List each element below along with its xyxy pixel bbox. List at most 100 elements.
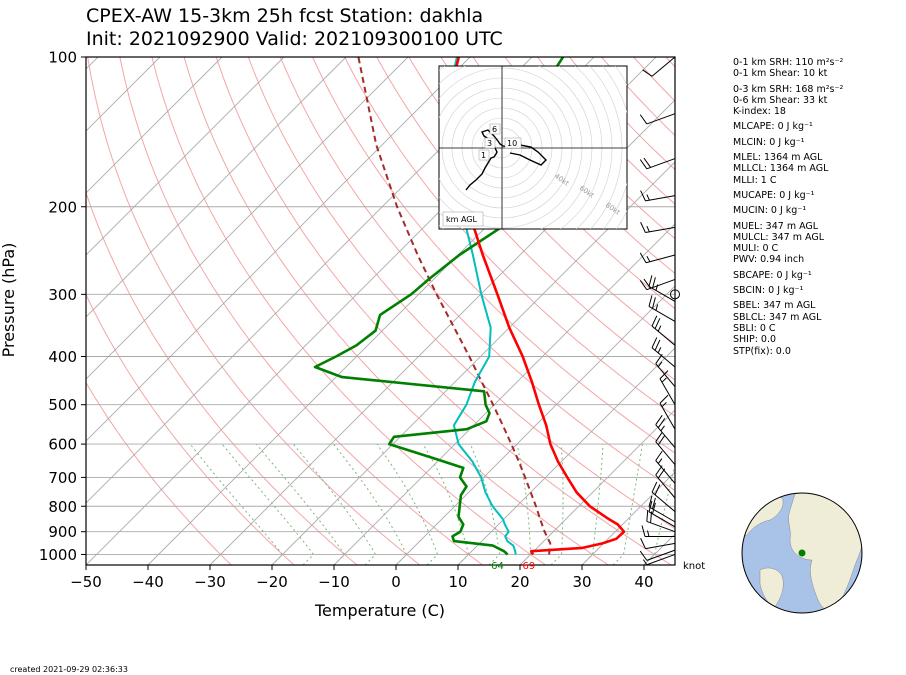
wind-barb [655, 450, 676, 484]
wind-barb [642, 56, 676, 77]
x-tick-label: 10 [448, 573, 467, 591]
wind-barb [640, 538, 676, 550]
dry-adiabat [86, 293, 295, 565]
moist-adiabat [189, 443, 284, 565]
stat-line: STP(fix): 0.0 [733, 345, 791, 357]
wind-barb [639, 252, 676, 264]
stat-line: SBLCL: 347 m AGL [733, 311, 822, 323]
surface-temperature-label: 69 [523, 561, 536, 572]
wind-barb [655, 432, 676, 466]
stat-line: MUEL: 347 m AGL [733, 220, 819, 232]
stat-line: K-index: 18 [733, 106, 786, 118]
moist-adiabat [221, 443, 315, 565]
stat-line: 0-6 km Shear: 33 kt [733, 94, 828, 106]
y-tick-label: 400 [48, 348, 77, 366]
wind-barb [655, 354, 676, 388]
stat-line: 0-1 km SRH: 110 m²s⁻² [733, 57, 844, 68]
dry-adiabat [279, 57, 675, 492]
svg-text:6: 6 [492, 125, 497, 134]
stat-line: MLLI: 1 C [733, 174, 777, 186]
dry-adiabat [376, 57, 675, 381]
stat-line: MLEL: 1364 m AGL [733, 152, 823, 164]
svg-text:3: 3 [487, 139, 492, 148]
stat-line: SBCAPE: 0 J kg⁻¹ [733, 269, 812, 281]
stat-line: SHIP: 0.0 [733, 334, 777, 346]
stat-line: MULI: 0 C [733, 243, 779, 255]
dry-adiabat [86, 381, 232, 565]
x-tick-label: 20 [510, 573, 529, 591]
y-tick-label: 700 [48, 469, 77, 487]
wind-barb [655, 415, 676, 448]
wind-barb [659, 394, 676, 430]
wind-barb [640, 222, 676, 234]
dry-adiabat [87, 57, 421, 565]
stat-line: MLLCL: 1364 m AGL [733, 163, 829, 175]
dry-adiabat [440, 57, 675, 310]
isotherm [209, 99, 675, 565]
land-south-america [759, 567, 784, 609]
isotherm [457, 347, 675, 565]
dry-adiabat [151, 57, 546, 565]
isotherm [333, 223, 675, 565]
stat-line: MUCIN: 0 J kg⁻¹ [733, 205, 807, 217]
dry-adiabat [86, 191, 358, 565]
stat-line: MLCIN: 0 J kg⁻¹ [733, 136, 805, 148]
wind-barb [639, 549, 676, 561]
plot-frame [85, 56, 676, 566]
hodograph-units-box [442, 211, 484, 227]
wind-barb [642, 553, 676, 566]
dry-adiabat [119, 57, 483, 565]
chart-subtitle: Init: 2021092900 Valid: 202109300100 UTC [86, 28, 503, 50]
isotherm [86, 57, 285, 256]
hodograph-frame [438, 65, 628, 230]
x-tick-label: −30 [194, 573, 226, 591]
y-tick-label: 800 [48, 498, 77, 516]
wind-barb [646, 510, 676, 533]
isotherm [581, 471, 675, 565]
hodograph-units-label: km AGL [446, 215, 478, 224]
isotherm [86, 57, 471, 442]
hodograph-height-label: 1 [478, 149, 490, 161]
isotherm [86, 57, 223, 194]
calm-wind-marker [670, 289, 680, 300]
wind-barb [639, 157, 676, 170]
wind-barb [641, 525, 675, 537]
wind-barb [648, 275, 676, 302]
wind-barb [648, 295, 676, 322]
stat-line: 0-3 km SRH: 168 m²s⁻² [733, 83, 844, 95]
dry-adiabat [247, 57, 675, 530]
hodograph-height-label: 6 [489, 123, 501, 135]
stability-indices-panel: 0-1 km SRH: 110 m²s⁻² 0-1 km Shear: 10 kt… [733, 57, 843, 357]
stat-line: MULCL: 347 m AGL [733, 231, 825, 243]
y-tick-label: 1000 [39, 546, 77, 564]
stat-line: PWV: 0.94 inch [733, 254, 805, 266]
wind-units-label: knot [683, 561, 705, 572]
moist-adiabat [422, 443, 470, 565]
x-tick-label: 30 [572, 573, 591, 591]
hodograph-height-label: 3 [484, 137, 496, 149]
svg-text:10: 10 [507, 139, 517, 148]
hodograph-height-label: 10 [504, 137, 522, 149]
globe-outline [741, 492, 863, 614]
y-tick-label: 500 [48, 396, 77, 414]
moist-adiabat [581, 444, 604, 565]
x-tick-label: −40 [132, 573, 164, 591]
y-tick-label: 300 [48, 286, 77, 304]
isotherm [271, 161, 675, 565]
stat-line: SBEL: 347 m AGL [733, 300, 816, 312]
y-axis-label: Pressure (hPa) [0, 243, 18, 358]
isotherm [86, 57, 409, 380]
stat-line: SBCIN: 0 J kg⁻¹ [733, 285, 804, 297]
x-axis-label: Temperature (C) [314, 601, 445, 620]
moist-adiabat [612, 444, 643, 565]
created-timestamp: created 2021-09-29 02:36:33 [10, 665, 128, 674]
x-tick-label: −10 [318, 573, 350, 591]
y-tick-label: 200 [48, 198, 77, 216]
moist-adiabat [292, 443, 377, 565]
stat-line: MUCAPE: 0 J kg⁻¹ [733, 189, 815, 201]
dry-adiabat [408, 57, 675, 345]
isotherm [86, 57, 161, 132]
moist-adiabat [333, 443, 408, 565]
x-tick-label: 40 [634, 573, 653, 591]
